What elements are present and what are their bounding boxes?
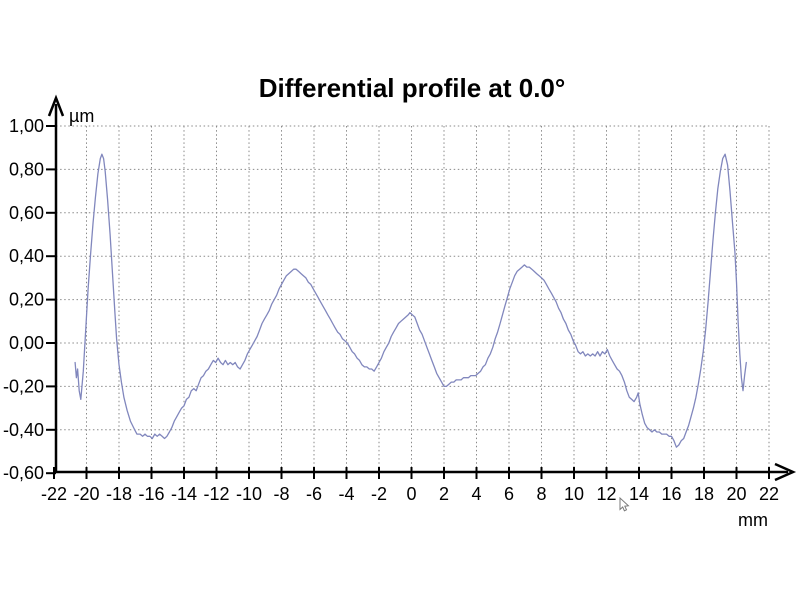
x-tick-label: 20: [726, 484, 746, 504]
x-tick-label: -16: [138, 484, 164, 504]
x-tick-label: -4: [338, 484, 354, 504]
y-tick-label: 0,80: [9, 159, 44, 179]
axes: [47, 94, 797, 482]
x-tick-label: 22: [759, 484, 779, 504]
x-tick-labels: -22 -20 -18 -16 -14 -12 -10 -8 -6 -4 -2 0 2 4 6 8 10 12 14…: [41, 484, 779, 504]
y-tick-label: -0,40: [3, 420, 44, 440]
x-tick-label: 2: [439, 484, 449, 504]
y-tick-labels: 1,00 0,80 0,60 0,40 0,20 0,00 -0,20 -0,40 -0,60: [3, 116, 44, 483]
y-tick-label: 0,40: [9, 246, 44, 266]
x-tick-label: -8: [273, 484, 289, 504]
x-tick-label: 6: [504, 484, 514, 504]
profile-polyline: [74, 153, 747, 448]
y-axis-arrow-icon: [47, 94, 65, 117]
x-tick-label: 12: [596, 484, 616, 504]
y-tick-label: 1,00: [9, 116, 44, 136]
x-tick-label: 0: [406, 484, 416, 504]
x-axis-unit-label: mm: [738, 510, 768, 530]
x-tick-label: -12: [203, 484, 229, 504]
y-axis-unit-label: µm: [69, 106, 94, 126]
grid: [56, 125, 770, 472]
x-tick-label: 18: [694, 484, 714, 504]
x-tick-label: -22: [41, 484, 67, 504]
x-tick-label: -18: [106, 484, 132, 504]
mouse-cursor-icon: [619, 496, 630, 512]
y-tick-label: 0,20: [9, 290, 44, 310]
y-tick-label: -0,20: [3, 376, 44, 396]
y-tick-label: 0,00: [9, 333, 44, 353]
x-tick-label: 8: [536, 484, 546, 504]
x-tick-label: 16: [661, 484, 681, 504]
x-tick-label: -2: [371, 484, 387, 504]
y-tick-label: 0,60: [9, 203, 44, 223]
x-axis-arrow-icon: [774, 462, 797, 482]
y-tick-label: -0,60: [3, 463, 44, 483]
x-tick-label: -6: [306, 484, 322, 504]
axis-ticks: [46, 125, 770, 479]
x-tick-label: 10: [564, 484, 584, 504]
chart-title: Differential profile at 0.0°: [259, 73, 566, 103]
x-tick-label: -10: [236, 484, 262, 504]
x-tick-label: -20: [73, 484, 99, 504]
x-tick-label: -14: [171, 484, 197, 504]
x-tick-label: 14: [629, 484, 649, 504]
x-tick-label: 4: [471, 484, 481, 504]
